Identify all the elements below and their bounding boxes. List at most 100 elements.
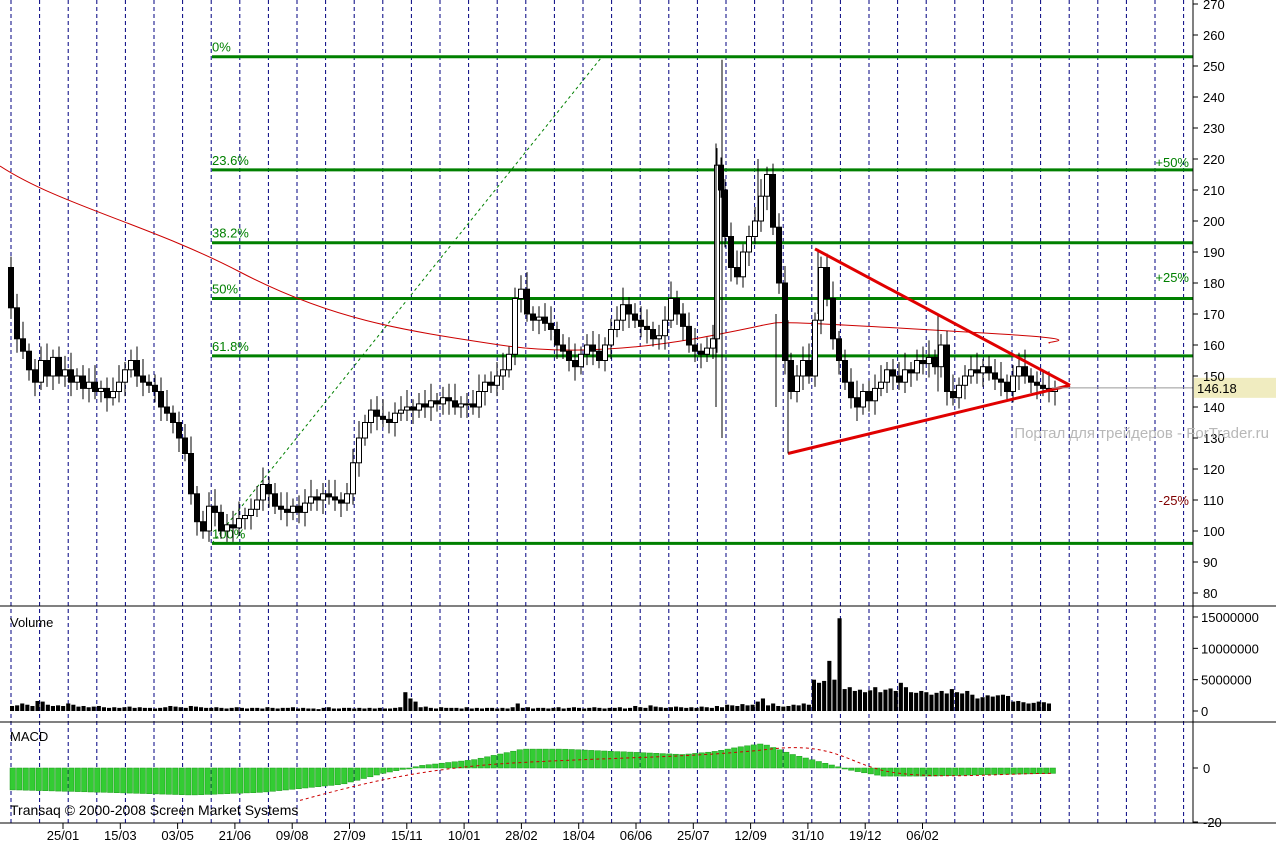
volume-bar (398, 707, 403, 711)
candlestick (650, 321, 656, 347)
volume-bar (469, 708, 474, 711)
macd-bar (1017, 767, 1024, 775)
fib-level-label: 61.8% (212, 339, 249, 354)
volume-bar (163, 707, 168, 711)
candlestick (524, 272, 530, 322)
volume-bar (35, 700, 40, 711)
candle-body (134, 360, 140, 377)
candle-body (506, 353, 512, 371)
percent-label: +25% (1155, 270, 1189, 285)
watermark: Портал для трейдеров - ForTrader.ru (1014, 425, 1269, 442)
candlestick (530, 306, 536, 332)
volume-bar (413, 701, 418, 711)
candle-body (308, 496, 314, 504)
volume-bar (347, 707, 352, 711)
candle-body (926, 356, 932, 365)
candle-body (584, 344, 590, 355)
candlestick (128, 349, 134, 378)
candle-body (932, 356, 938, 368)
candlestick (992, 358, 998, 390)
volume-bar (214, 707, 219, 711)
macd-bar (289, 767, 296, 790)
macd-bar (256, 767, 263, 793)
candlestick (380, 399, 386, 428)
volume-bar (132, 707, 137, 711)
candlestick (1004, 374, 1010, 400)
candlestick (638, 306, 644, 338)
candlestick (866, 380, 872, 412)
candlestick (392, 402, 398, 437)
volume-bar (536, 707, 541, 711)
macd-bar (991, 767, 998, 775)
candle-body (488, 381, 494, 386)
candlestick (350, 448, 356, 505)
volume-bar (796, 705, 801, 711)
candle-body (956, 384, 962, 399)
price-tick-label: 140 (1203, 400, 1225, 415)
volume-bar (306, 708, 311, 711)
macd-bar (653, 753, 660, 769)
macd-bar (159, 767, 166, 795)
candlestick (908, 362, 914, 387)
price-panel: 0%23.6%38.2%50%61.8%100%+50%+25%-25%146.… (0, 40, 1276, 545)
moving-average-line (0, 165, 1060, 351)
candlestick (614, 306, 620, 338)
candle-body (296, 505, 302, 513)
macd-bar (211, 767, 218, 795)
macd-bar (107, 767, 114, 793)
candle-body (872, 387, 878, 402)
macd-bar (321, 767, 328, 787)
macd-bar (822, 763, 829, 769)
macd-bar (854, 767, 861, 772)
candlestick (170, 405, 176, 434)
candlestick (134, 346, 140, 387)
candle-body (626, 304, 632, 315)
candle-body (206, 505, 212, 532)
candlestick (422, 389, 428, 418)
candlestick (146, 374, 152, 394)
candle-body (674, 298, 680, 315)
volume-bar (474, 707, 479, 711)
candle-body (722, 189, 728, 237)
volume-bar (388, 708, 393, 711)
macd-bar (282, 767, 289, 791)
volume-bar (199, 707, 204, 711)
macd-bar (367, 767, 374, 778)
candle-body (770, 174, 776, 228)
volume-bar (76, 706, 81, 711)
triangle-lower-line (787, 383, 1071, 455)
volume-bar (1000, 694, 1005, 711)
volume-bar (101, 707, 106, 711)
macd-bar (555, 748, 562, 769)
macd-bar (185, 767, 192, 796)
candle-body (842, 360, 848, 383)
price-tick-label: 130 (1203, 431, 1225, 446)
volume-bar (265, 707, 270, 711)
price-tick-label: 120 (1203, 462, 1225, 477)
candle-body (758, 195, 764, 222)
macd-bar (243, 767, 250, 794)
macd-bar (354, 767, 361, 781)
macd-bar (133, 767, 140, 794)
volume-bar (740, 704, 745, 711)
macd-bar (445, 762, 452, 769)
volume-bar (10, 705, 15, 711)
volume-bar (423, 706, 428, 711)
macd-bar (809, 759, 816, 769)
volume-bar (730, 705, 735, 711)
macd-bar (984, 767, 991, 775)
macd-bar (633, 752, 640, 769)
macd-bar (484, 756, 491, 769)
macd-bar (913, 767, 920, 777)
candlestick (50, 349, 56, 390)
candlestick (374, 396, 380, 431)
volume-bar (311, 708, 316, 711)
volume-bar (112, 707, 117, 711)
macd-bar (620, 751, 627, 769)
macd-bar (29, 767, 36, 791)
macd-bar (627, 751, 634, 769)
candlestick (176, 411, 182, 452)
candlestick (512, 287, 518, 366)
macd-bar (1004, 767, 1011, 775)
price-tick-label: 160 (1203, 338, 1225, 353)
